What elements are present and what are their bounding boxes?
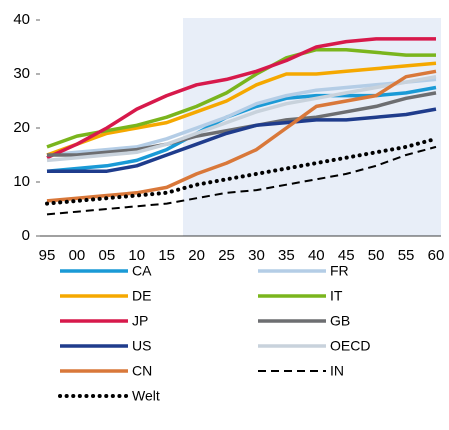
legend-label: IN <box>330 363 344 379</box>
x-tick-label: 40 <box>308 247 325 264</box>
x-tick-label: 45 <box>338 247 355 264</box>
x-tick-label: 15 <box>158 247 175 264</box>
y-tick-label: 30 <box>13 65 30 82</box>
legend-label: GB <box>330 313 350 329</box>
series-line <box>46 74 437 163</box>
x-tick-label: 30 <box>248 247 265 264</box>
x-tick-label: 10 <box>128 247 145 264</box>
series-line <box>46 69 437 203</box>
x-tick-label: 35 <box>278 247 295 264</box>
y-tick-label: 10 <box>13 173 30 190</box>
series-line <box>47 107 437 173</box>
x-tick-label: 60 <box>428 247 445 264</box>
series-line <box>46 47 436 149</box>
legend-label: OECD <box>330 338 370 354</box>
legend-label: JP <box>132 313 148 329</box>
y-tick-label: 40 <box>13 11 30 28</box>
series-line <box>46 77 437 157</box>
legend-label: DE <box>132 288 151 304</box>
y-tick-label: 20 <box>13 119 30 136</box>
x-tick-label: 00 <box>69 247 86 264</box>
y-tick-label: 0 <box>22 227 30 244</box>
x-tick-label: 50 <box>368 247 385 264</box>
series-line <box>46 61 437 157</box>
x-tick-label: 20 <box>188 247 205 264</box>
x-tick-label: 05 <box>99 247 116 264</box>
legend-label: CN <box>132 363 152 379</box>
series-line <box>46 37 436 160</box>
legend-label: FR <box>330 263 349 279</box>
series-line <box>45 136 438 206</box>
legend-label: CA <box>132 263 152 279</box>
legend-label: Welt <box>132 388 160 404</box>
legend-label: IT <box>330 288 343 304</box>
legend-label: US <box>132 338 151 354</box>
x-tick-label: 95 <box>39 247 56 264</box>
x-tick-label: 55 <box>398 247 415 264</box>
x-tick-label: 25 <box>218 247 235 264</box>
series-line <box>46 145 437 216</box>
